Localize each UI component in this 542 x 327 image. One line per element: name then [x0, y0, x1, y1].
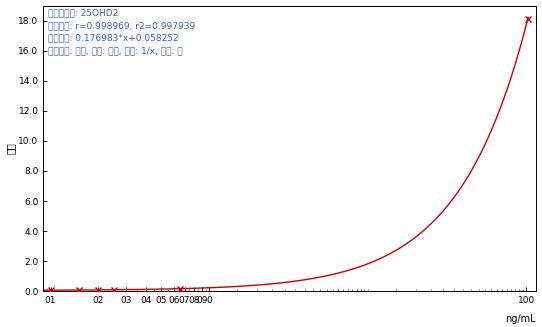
- Y-axis label: 峰比: 峰比: [5, 143, 16, 154]
- Text: ng/mL: ng/mL: [505, 314, 536, 324]
- Text: 化合物名称: 25OHD2
相关系数: r=0.998969, r2=0.997939
校准曲线: 0.176983*x+0.058252
曲线类型: 线性, : 化合物名称: 25OHD2 相关系数: r=0.998969, r2=0.997…: [48, 9, 196, 55]
